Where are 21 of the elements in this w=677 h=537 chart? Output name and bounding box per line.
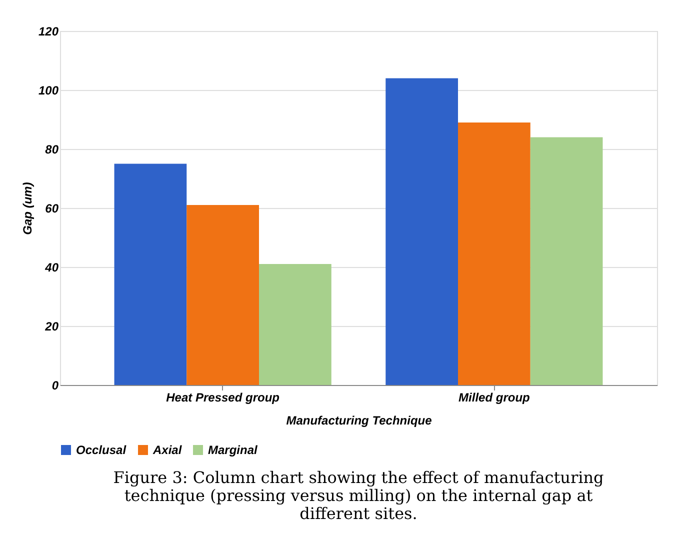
x-tick-label: Milled group	[458, 390, 530, 404]
caption: Figure 3: Column chart showing the effect of manufacturing technique (pressing versus milling) on the internal gap at different sites.	[113, 468, 604, 523]
bar	[530, 137, 603, 385]
y-tick-label: 40	[44, 260, 59, 274]
bar	[458, 122, 530, 385]
y-tick-label: 80	[45, 142, 59, 156]
legend-label: Occlusal	[76, 443, 127, 457]
legend-label: Marginal	[208, 443, 258, 457]
y-tick-label: 100	[38, 84, 59, 98]
y-tick-label: 60	[45, 202, 59, 216]
y-tick-label: 20	[44, 320, 59, 334]
bar	[259, 264, 332, 385]
bar	[186, 205, 259, 385]
x-tick-label: Heat Pressed group	[166, 390, 280, 404]
y-tick-label: 120	[38, 24, 59, 38]
bar	[114, 164, 187, 385]
y-tick-label: 0	[52, 378, 59, 392]
x-axis-title: Manufacturing Technique	[286, 414, 432, 428]
legend-label: Axial	[152, 443, 182, 457]
bar	[386, 78, 458, 385]
y-axis-title: Gap (um)	[20, 182, 34, 235]
